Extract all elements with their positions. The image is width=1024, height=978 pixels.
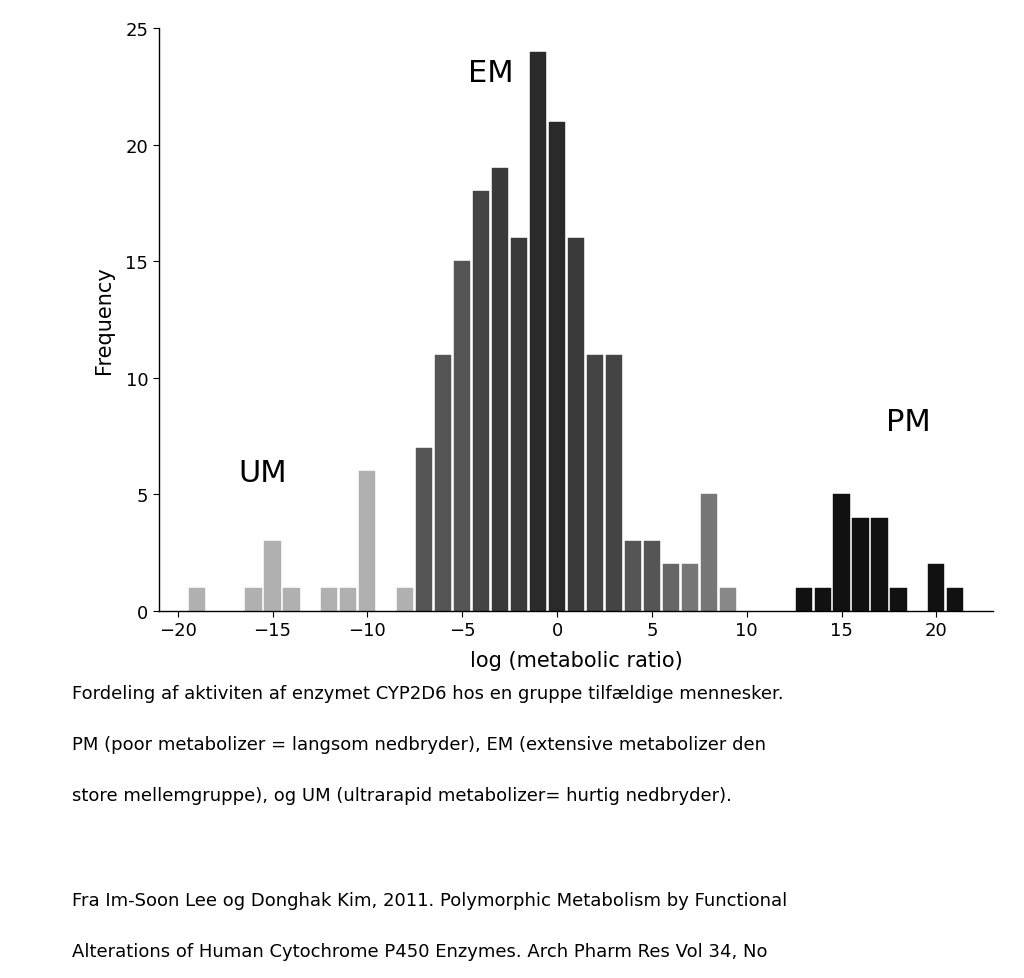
- Text: Fra Im-Soon Lee og Donghak Kim, 2011. Polymorphic Metabolism by Functional: Fra Im-Soon Lee og Donghak Kim, 2011. Po…: [72, 891, 786, 909]
- Bar: [929, 564, 944, 611]
- Text: UM: UM: [239, 459, 288, 488]
- Text: store mellemgruppe), og UM (ultrarapid metabolizer= hurtig nedbryder).: store mellemgruppe), og UM (ultrarapid m…: [72, 786, 731, 804]
- Bar: [359, 471, 376, 611]
- Bar: [891, 588, 906, 611]
- Bar: [246, 588, 261, 611]
- Bar: [834, 495, 850, 611]
- Text: PM: PM: [886, 408, 930, 437]
- Text: Fordeling af aktiviten af enzymet CYP2D6 hos en gruppe tilfældige mennesker.: Fordeling af aktiviten af enzymet CYP2D6…: [72, 685, 783, 702]
- Bar: [852, 518, 868, 611]
- Bar: [493, 169, 508, 611]
- Bar: [264, 542, 281, 611]
- Text: PM (poor metabolizer = langsom nedbryder), EM (extensive metabolizer den: PM (poor metabolizer = langsom nedbryder…: [72, 735, 766, 753]
- Bar: [700, 495, 717, 611]
- Bar: [814, 588, 830, 611]
- Bar: [473, 193, 489, 611]
- Bar: [720, 588, 736, 611]
- Text: EM: EM: [468, 59, 513, 88]
- Bar: [322, 588, 338, 611]
- Bar: [663, 564, 679, 611]
- Bar: [947, 588, 964, 611]
- Bar: [587, 355, 603, 611]
- Bar: [606, 355, 622, 611]
- Y-axis label: Frequency: Frequency: [94, 266, 115, 375]
- Bar: [549, 122, 565, 611]
- Bar: [416, 448, 432, 611]
- Bar: [644, 542, 659, 611]
- Bar: [530, 53, 546, 611]
- Bar: [284, 588, 300, 611]
- Bar: [188, 588, 205, 611]
- Bar: [871, 518, 888, 611]
- X-axis label: log (metabolic ratio): log (metabolic ratio): [470, 650, 682, 671]
- Bar: [511, 239, 527, 611]
- Bar: [568, 239, 584, 611]
- Bar: [454, 262, 470, 611]
- Bar: [682, 564, 698, 611]
- Bar: [435, 355, 452, 611]
- Bar: [340, 588, 356, 611]
- Bar: [397, 588, 414, 611]
- Bar: [796, 588, 812, 611]
- Text: Alterations of Human Cytochrome P450 Enzymes. Arch Pharm Res Vol 34, No: Alterations of Human Cytochrome P450 Enz…: [72, 942, 767, 959]
- Bar: [625, 542, 641, 611]
